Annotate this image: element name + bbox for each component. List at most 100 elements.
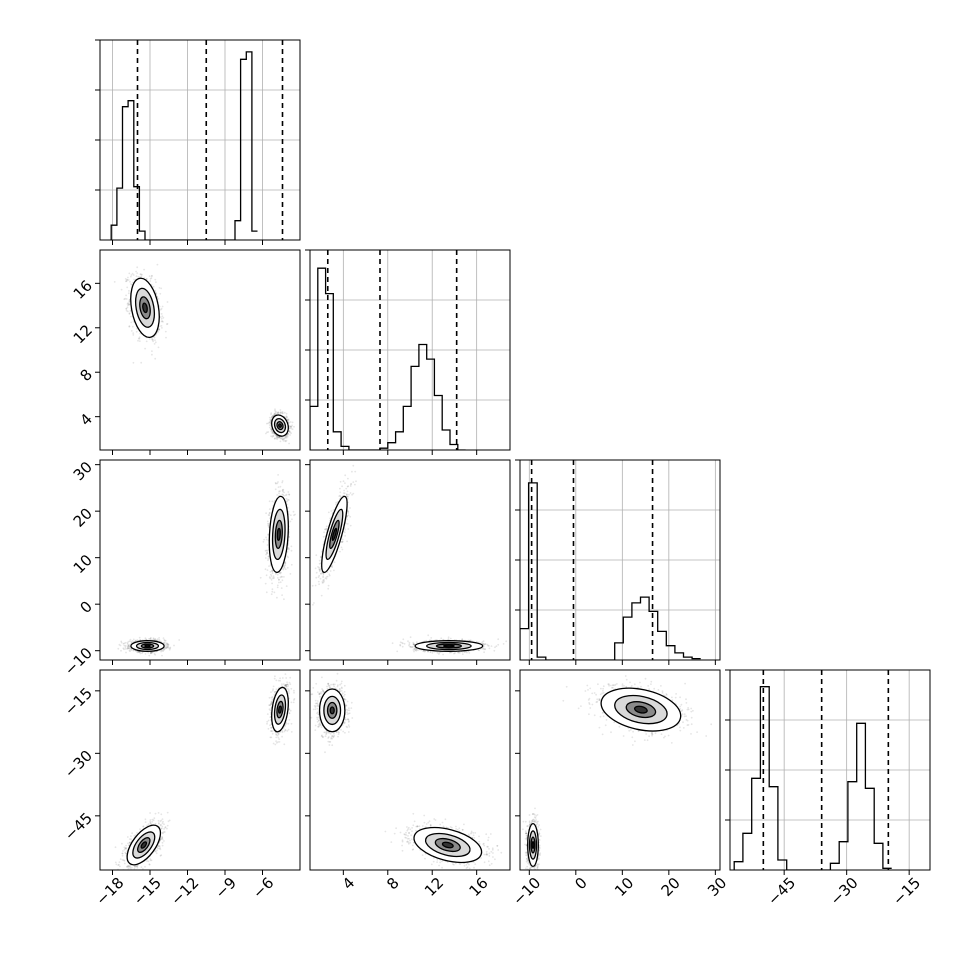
sample-point — [271, 500, 274, 503]
sample-point — [281, 489, 284, 491]
sample-point — [268, 424, 271, 426]
sample-point — [161, 315, 164, 318]
sample-point — [288, 547, 290, 550]
sample-point — [285, 415, 288, 418]
sample-point — [149, 819, 152, 821]
sample-point — [271, 432, 274, 434]
sample-point — [165, 336, 167, 339]
sample-point — [268, 514, 271, 517]
sample-point — [127, 276, 129, 279]
sample-point — [148, 338, 151, 340]
sample-point — [160, 325, 163, 327]
sample-point — [144, 821, 147, 823]
sample-point — [153, 652, 156, 655]
sample-point — [283, 491, 285, 494]
sample-point — [132, 361, 135, 364]
sample-point — [131, 325, 134, 328]
sample-point — [131, 866, 133, 869]
sample-point — [278, 436, 281, 439]
sample-point — [267, 555, 270, 558]
sample-point — [274, 412, 276, 415]
sample-point — [286, 555, 289, 558]
sample-point — [272, 414, 275, 417]
sample-point — [270, 428, 273, 431]
sample-point — [120, 640, 123, 643]
sample-point — [161, 320, 164, 322]
sample-point — [128, 301, 131, 303]
sample-point — [135, 330, 138, 333]
sample-point — [159, 847, 162, 849]
sample-point — [164, 643, 167, 646]
sample-point — [130, 315, 132, 318]
sample-point — [275, 436, 278, 439]
sample-point — [149, 859, 152, 862]
sample-point — [138, 337, 141, 340]
sample-point — [286, 500, 288, 503]
sample-point — [269, 418, 272, 421]
sample-point — [274, 488, 277, 491]
sample-point — [267, 555, 270, 558]
sample-point — [270, 429, 273, 432]
sample-point — [151, 274, 153, 277]
sample-point — [123, 644, 126, 647]
sample-point — [290, 432, 292, 435]
sample-point — [281, 481, 284, 484]
sample-point — [125, 872, 127, 874]
sample-point — [284, 494, 287, 497]
sample-point — [123, 298, 126, 301]
sample-point — [163, 648, 166, 651]
sample-point — [289, 425, 291, 428]
sample-point — [128, 645, 131, 648]
sample-point — [265, 432, 267, 435]
sample-point — [126, 278, 128, 281]
sample-point — [139, 332, 142, 335]
sample-point — [161, 825, 164, 828]
sample-point — [287, 546, 290, 549]
sample-point — [266, 552, 268, 555]
sample-point — [289, 425, 292, 428]
sample-point — [157, 346, 160, 349]
sample-point — [165, 647, 167, 650]
sample-point — [125, 298, 128, 300]
sample-point — [118, 643, 121, 646]
sample-point — [263, 538, 265, 541]
sample-point — [120, 649, 122, 652]
sample-point — [137, 276, 140, 278]
sample-point — [280, 411, 282, 414]
sample-point — [161, 836, 164, 839]
sample-point — [117, 647, 120, 650]
sample-point — [128, 325, 131, 327]
sample-point — [128, 299, 131, 301]
sample-point — [133, 865, 136, 868]
sample-point — [267, 557, 270, 560]
sample-point — [278, 436, 281, 439]
sample-point — [277, 577, 279, 579]
sample-point — [154, 638, 157, 641]
sample-point — [274, 409, 276, 412]
sample-point — [127, 290, 130, 292]
sample-point — [277, 411, 280, 414]
sample-point — [159, 820, 162, 823]
sample-point — [273, 591, 276, 594]
sample-point — [123, 648, 125, 651]
sample-point — [125, 280, 128, 283]
sample-point — [154, 822, 157, 825]
sample-point — [270, 427, 272, 430]
sample-point — [271, 416, 273, 419]
sample-point — [127, 303, 130, 306]
sample-point — [159, 854, 162, 857]
sample-point — [166, 642, 169, 645]
sample-point — [121, 842, 123, 845]
sample-point — [152, 638, 155, 640]
sample-point — [264, 557, 267, 559]
sample-point — [128, 838, 131, 840]
sample-point — [284, 562, 287, 564]
sample-point — [278, 490, 280, 493]
sample-point — [281, 493, 284, 496]
sample-point — [130, 649, 133, 651]
sample-point — [287, 418, 290, 421]
sample-point — [149, 637, 152, 640]
sample-point — [285, 415, 288, 418]
sample-point — [164, 639, 167, 642]
